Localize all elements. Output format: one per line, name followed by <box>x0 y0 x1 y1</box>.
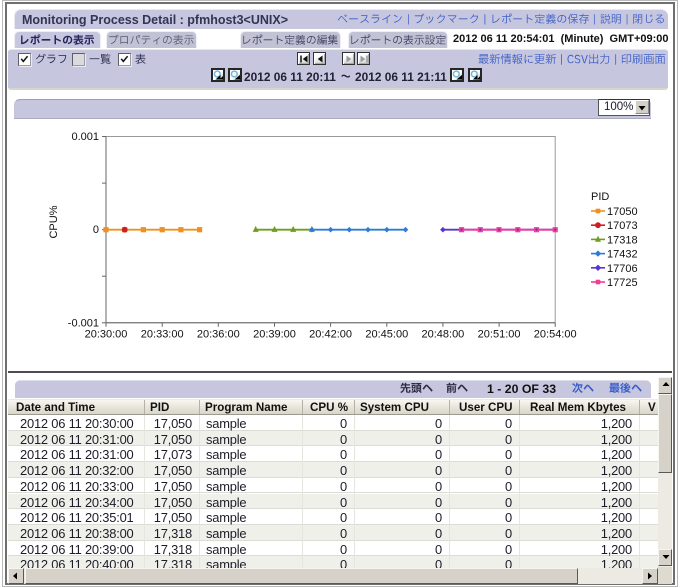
svg-text:17706: 17706 <box>607 263 638 275</box>
svg-text:20:54:00: 20:54:00 <box>534 328 577 340</box>
svg-text:20:42:00: 20:42:00 <box>309 328 352 340</box>
svg-text:-0.001: -0.001 <box>68 317 99 329</box>
svg-text:20:45:00: 20:45:00 <box>365 328 408 340</box>
svg-text:20:33:00: 20:33:00 <box>141 328 184 340</box>
svg-text:20:39:00: 20:39:00 <box>253 328 296 340</box>
svg-text:0: 0 <box>93 224 99 236</box>
svg-text:17050: 17050 <box>607 206 638 218</box>
svg-text:20:51:00: 20:51:00 <box>478 328 521 340</box>
svg-text:17318: 17318 <box>607 234 638 246</box>
svg-text:20:48:00: 20:48:00 <box>421 328 464 340</box>
svg-text:17725: 17725 <box>607 277 638 289</box>
svg-text:20:30:00: 20:30:00 <box>85 328 128 340</box>
svg-text:17073: 17073 <box>607 220 638 232</box>
svg-text:CPU%: CPU% <box>48 205 60 238</box>
svg-text:17432: 17432 <box>607 249 638 261</box>
svg-text:PID: PID <box>591 191 609 203</box>
svg-text:0.001: 0.001 <box>71 131 99 143</box>
svg-text:20:36:00: 20:36:00 <box>197 328 240 340</box>
